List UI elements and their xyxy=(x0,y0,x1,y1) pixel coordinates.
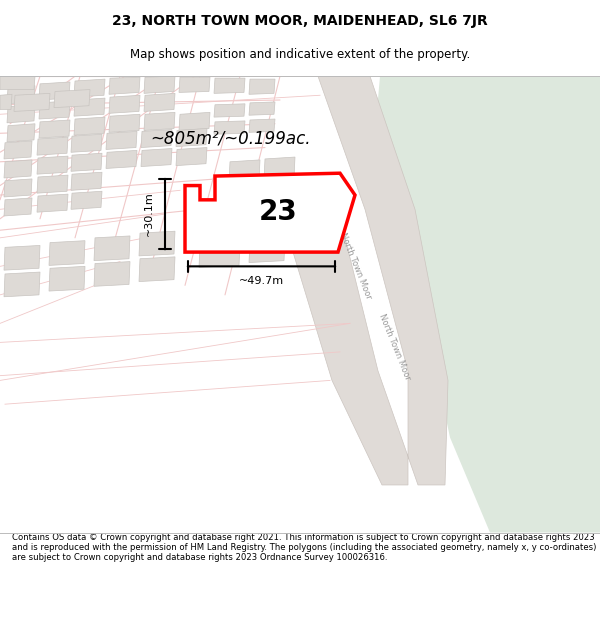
Polygon shape xyxy=(0,76,35,89)
Polygon shape xyxy=(74,98,105,116)
Text: ~49.7m: ~49.7m xyxy=(239,276,284,286)
Polygon shape xyxy=(39,101,70,119)
Polygon shape xyxy=(0,94,12,109)
Polygon shape xyxy=(109,114,140,132)
Text: ~805m²/~0.199ac.: ~805m²/~0.199ac. xyxy=(150,129,310,147)
Polygon shape xyxy=(249,238,285,262)
Polygon shape xyxy=(94,236,130,261)
Polygon shape xyxy=(229,160,260,182)
Polygon shape xyxy=(4,246,40,270)
Polygon shape xyxy=(74,117,105,135)
Polygon shape xyxy=(139,257,175,281)
Polygon shape xyxy=(269,181,300,204)
Polygon shape xyxy=(239,208,270,230)
Polygon shape xyxy=(7,124,35,142)
Polygon shape xyxy=(249,212,285,237)
Polygon shape xyxy=(71,191,102,209)
Polygon shape xyxy=(139,231,175,256)
Polygon shape xyxy=(37,194,68,212)
Polygon shape xyxy=(280,76,448,485)
Polygon shape xyxy=(214,121,245,134)
Polygon shape xyxy=(7,105,35,123)
Polygon shape xyxy=(37,137,68,155)
Polygon shape xyxy=(74,79,105,97)
Polygon shape xyxy=(109,78,140,94)
Polygon shape xyxy=(144,112,175,131)
Text: North Town Moor: North Town Moor xyxy=(338,232,373,301)
Polygon shape xyxy=(4,272,40,297)
Polygon shape xyxy=(37,156,68,174)
Polygon shape xyxy=(214,78,245,93)
Polygon shape xyxy=(234,184,265,206)
Polygon shape xyxy=(14,93,50,111)
Polygon shape xyxy=(49,266,85,291)
Text: Map shows position and indicative extent of the property.: Map shows position and indicative extent… xyxy=(130,48,470,61)
Polygon shape xyxy=(176,129,207,147)
Polygon shape xyxy=(144,93,175,111)
Polygon shape xyxy=(109,95,140,113)
Polygon shape xyxy=(185,173,355,252)
Polygon shape xyxy=(375,76,600,532)
Text: ~30.1m: ~30.1m xyxy=(144,192,154,236)
Polygon shape xyxy=(249,119,275,132)
Text: North Town Moor: North Town Moor xyxy=(377,312,412,382)
Polygon shape xyxy=(179,112,210,131)
Polygon shape xyxy=(94,262,130,286)
Polygon shape xyxy=(249,79,275,94)
Polygon shape xyxy=(4,198,32,216)
Polygon shape xyxy=(106,151,137,169)
Polygon shape xyxy=(214,104,245,117)
Polygon shape xyxy=(4,179,32,197)
Polygon shape xyxy=(141,149,172,166)
Text: Contains OS data © Crown copyright and database right 2021. This information is : Contains OS data © Crown copyright and d… xyxy=(12,532,596,562)
Polygon shape xyxy=(4,160,32,178)
Polygon shape xyxy=(249,102,275,115)
Polygon shape xyxy=(71,173,102,190)
Polygon shape xyxy=(39,82,70,100)
Polygon shape xyxy=(71,134,102,152)
Polygon shape xyxy=(106,131,137,149)
Polygon shape xyxy=(264,157,295,180)
Polygon shape xyxy=(7,86,35,104)
Polygon shape xyxy=(199,242,240,268)
Polygon shape xyxy=(141,129,172,148)
Polygon shape xyxy=(71,153,102,171)
Polygon shape xyxy=(37,175,68,193)
Polygon shape xyxy=(176,148,207,166)
Text: 23, NORTH TOWN MOOR, MAIDENHEAD, SL6 7JR: 23, NORTH TOWN MOOR, MAIDENHEAD, SL6 7JR xyxy=(112,14,488,28)
Polygon shape xyxy=(54,89,90,107)
Polygon shape xyxy=(4,141,32,159)
Polygon shape xyxy=(144,76,175,93)
Text: 23: 23 xyxy=(259,198,298,226)
Polygon shape xyxy=(199,217,240,242)
Polygon shape xyxy=(39,120,70,138)
Polygon shape xyxy=(274,204,305,228)
Polygon shape xyxy=(49,241,85,266)
Polygon shape xyxy=(179,78,210,92)
